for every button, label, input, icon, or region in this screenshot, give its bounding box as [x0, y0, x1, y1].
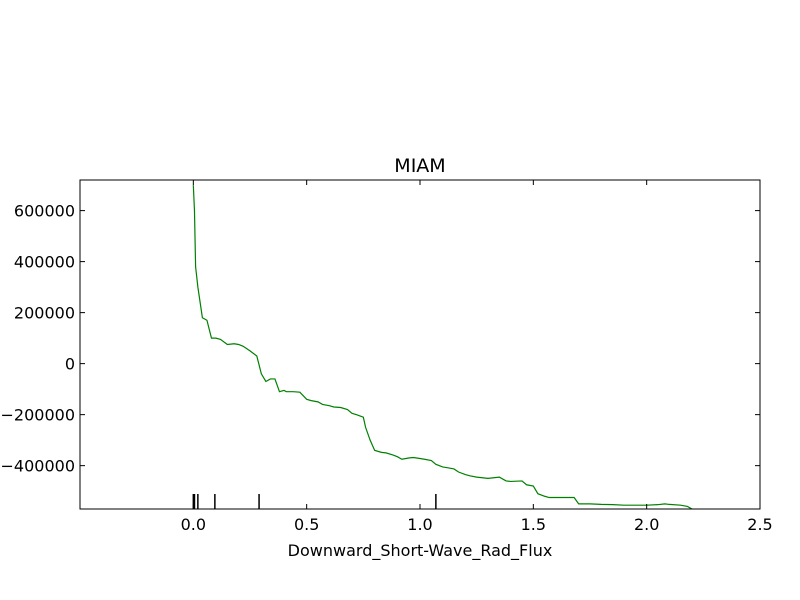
x-tick-label: 0.0 [181, 515, 206, 534]
chart-title: MIAM [394, 155, 445, 177]
x-tick-label: 1.5 [521, 515, 546, 534]
ticks-layer: 0.0 0.5 1.0 1.5 2.0 2.5 600000 400000 200000 0 −20… [1, 180, 773, 534]
y-tick-label: −200000 [1, 406, 75, 425]
x-tick-label: 2.5 [747, 515, 772, 534]
x-tick-label: 1.0 [407, 515, 432, 534]
y-tick-label: −400000 [1, 457, 75, 476]
x-axis-label: Downward_Short-Wave_Rad_Flux [288, 541, 553, 561]
series-layer [192, 185, 693, 509]
x-tick-label: 2.0 [634, 515, 659, 534]
x-tick-label: 0.5 [294, 515, 319, 534]
y-tick-label: 200000 [14, 304, 75, 323]
series-line-0 [192, 185, 693, 509]
y-tick-label: 400000 [14, 253, 75, 272]
plot-frame [79, 179, 761, 510]
y-tick-label: 600000 [14, 202, 75, 221]
y-tick-label: 0 [65, 355, 75, 374]
